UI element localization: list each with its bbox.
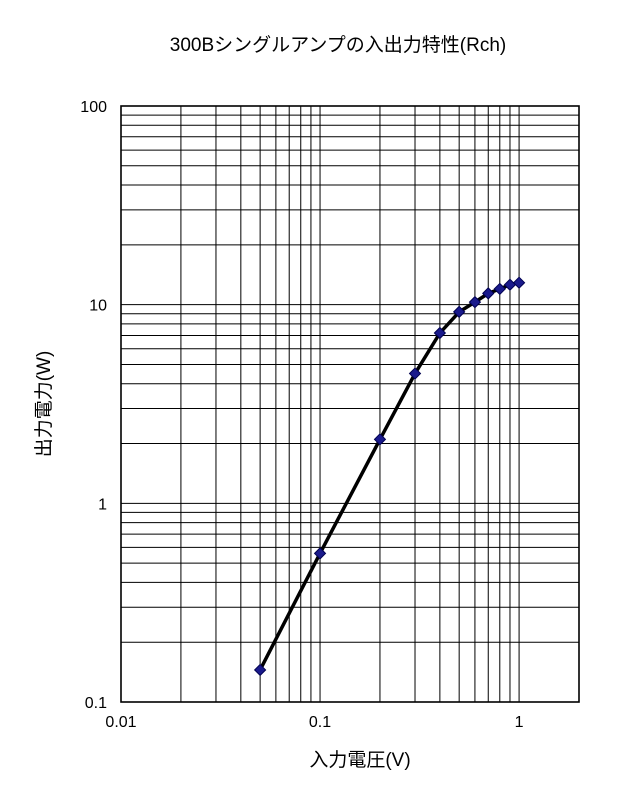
y-tick-label: 0.1 [85,695,107,712]
data-point-marker [433,326,447,340]
data-series [253,276,526,677]
data-point-marker [373,433,387,446]
data-point-marker [482,287,495,300]
x-axis-title: 入力電圧(V) [309,749,410,771]
data-point-marker [313,547,327,560]
data-point-marker [452,305,466,319]
x-axis-tick-labels: 0.01 0.1 1 [105,714,523,731]
y-tick-label: 10 [89,298,107,315]
y-axis-title: 出力電力(W) [33,351,55,458]
y-tick-label: 100 [80,99,107,116]
plot-area-border [120,105,580,703]
series-line [258,280,521,672]
x-tick-label: 1 [515,714,524,731]
data-point-marker [408,367,422,380]
data-point-marker [493,282,507,296]
y-tick-label: 1 [98,496,107,513]
y-axis-tick-labels: 0.1 1 10 100 [80,99,107,712]
data-point-marker [468,295,482,309]
x-tick-label: 0.01 [105,714,136,731]
chart-title: 300Bシングルアンプの入出力特性(Rch) [170,34,507,56]
data-point-marker [503,278,517,291]
data-point-marker [253,663,267,677]
data-point-marker [512,276,526,289]
x-tick-label: 0.1 [309,714,331,731]
gridlines [121,106,579,702]
